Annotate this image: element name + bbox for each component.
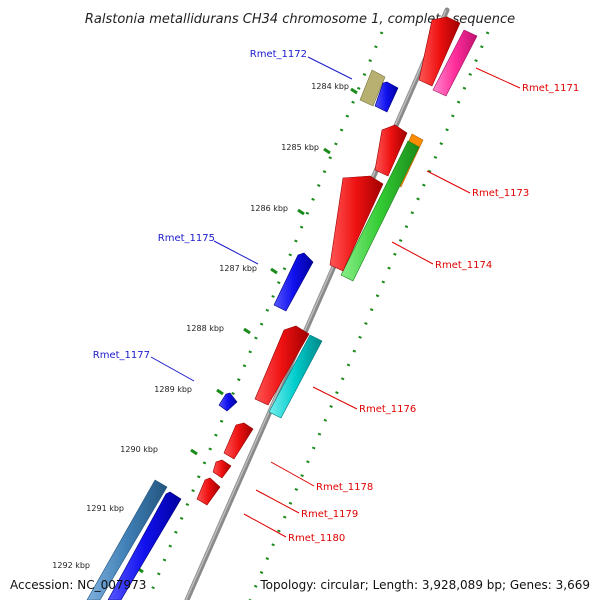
kbp-tick-label: 1292 kbp: [52, 561, 90, 570]
feature-cyan[interactable]: [268, 334, 323, 419]
gene-label[interactable]: Rmet_1180: [288, 533, 345, 544]
kbp-tick-mark: [243, 327, 251, 335]
feature-steelblue[interactable]: [86, 479, 168, 600]
kbp-tick-label: 1284 kbp: [311, 82, 349, 91]
gene-label[interactable]: Rmet_1173: [472, 188, 529, 199]
gene-label[interactable]: Rmet_1178: [316, 482, 373, 493]
gene-feature-rmet-1175[interactable]: [273, 252, 314, 312]
gene-feature-blue-bottom[interactable]: [107, 491, 182, 600]
kbp-tick-mark: [297, 208, 305, 216]
gene-feature-rmet-1180[interactable]: [196, 477, 221, 506]
tick-ring-outer: [248, 31, 490, 600]
gene-feature-rmet-1171[interactable]: [418, 16, 461, 87]
kbp-tick-label: 1285 kbp: [281, 143, 319, 152]
feature-olive[interactable]: [359, 69, 386, 107]
kbp-tick-mark: [216, 388, 224, 396]
feature-green[interactable]: [340, 140, 420, 282]
gene-feature-rmet-1177[interactable]: [218, 392, 238, 412]
gene-label[interactable]: Rmet_1174: [435, 260, 492, 271]
kbp-tick-label: 1291 kbp: [86, 504, 124, 513]
gene-feature-rmet-1176[interactable]: [254, 325, 310, 406]
gene-feature-rmet-1178[interactable]: [223, 422, 254, 460]
gene-labels: Rmet_1171 Rmet_1172 Rmet_1173 Rmet_1174 …: [93, 49, 579, 544]
forward-strand-features: [196, 16, 478, 506]
kbp-tick-label: 1290 kbp: [120, 445, 158, 454]
gene-label[interactable]: Rmet_1171: [522, 83, 579, 94]
kbp-tick-label: 1287 kbp: [219, 264, 257, 273]
kbp-tick-label: 1286 kbp: [250, 204, 288, 213]
gene-label[interactable]: Rmet_1175: [158, 233, 215, 244]
gene-feature-rmet-1173[interactable]: [374, 124, 408, 177]
chromosome-backbone: [184, 7, 450, 600]
map-title: Ralstonia metallidurans CH34 chromosome …: [85, 12, 515, 27]
label-leaders: [150, 56, 521, 538]
gene-feature-rmet-1172[interactable]: [374, 81, 399, 113]
reverse-strand-features: [86, 69, 399, 600]
accession-text: Accession: NC_007973: [10, 578, 147, 592]
genome-summary-text: Topology: circular; Length: 3,928,089 bp…: [260, 578, 590, 592]
kbp-tick-mark: [270, 267, 278, 275]
gene-feature-rmet-1179[interactable]: [212, 459, 232, 479]
gene-feature-rmet-1174[interactable]: [329, 175, 384, 272]
gene-label[interactable]: Rmet_1176: [359, 404, 416, 415]
gene-label[interactable]: Rmet_1177: [93, 350, 150, 361]
kbp-tick-label: 1288 kbp: [186, 324, 224, 333]
gene-label[interactable]: Rmet_1172: [250, 49, 307, 60]
kbp-tick-mark: [323, 147, 331, 155]
kbp-tick-mark: [190, 448, 198, 456]
tick-ring-inner: [146, 31, 384, 600]
feature-pink[interactable]: [432, 29, 478, 97]
kbp-tick-mark: [350, 87, 358, 95]
kbp-tick-label: 1289 kbp: [154, 385, 192, 394]
gene-label[interactable]: Rmet_1179: [301, 509, 358, 520]
